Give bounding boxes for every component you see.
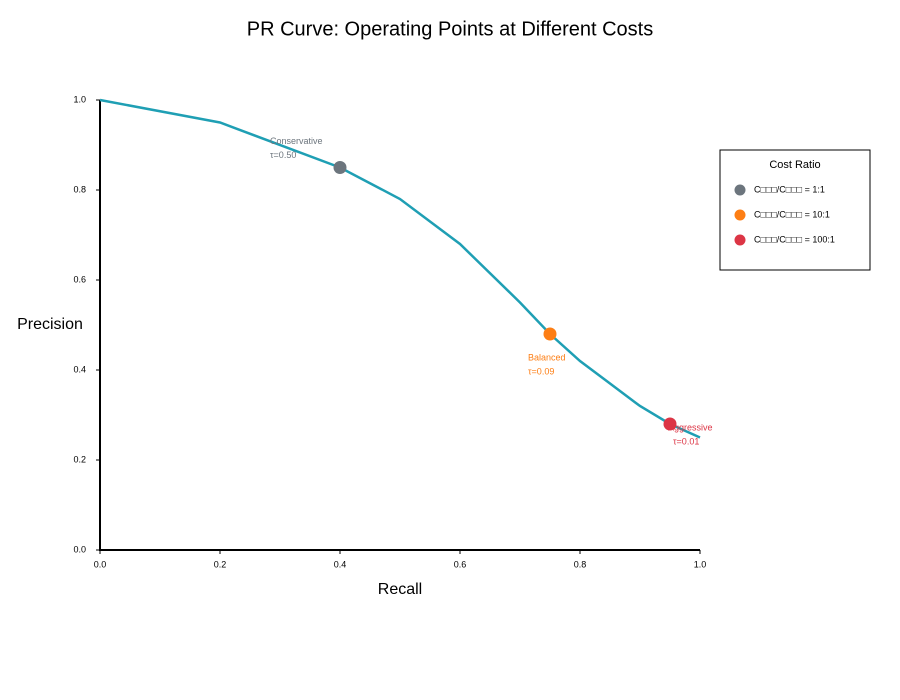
x-tick-label: 1.0 bbox=[694, 559, 707, 569]
operating-point bbox=[333, 161, 347, 174]
y-tick-label: 0.6 bbox=[73, 274, 86, 284]
point-label: Balanced bbox=[528, 352, 566, 362]
point-threshold: τ=0.01 bbox=[673, 436, 699, 446]
legend-label: C□□□/C□□□ = 100:1 bbox=[754, 234, 835, 244]
legend-swatch bbox=[734, 234, 746, 246]
legend-swatch bbox=[734, 184, 746, 196]
x-tick-label: 0.8 bbox=[574, 559, 587, 569]
x-tick-label: 0.4 bbox=[334, 559, 347, 569]
y-tick-label: 0.0 bbox=[73, 544, 86, 554]
y-tick-label: 0.8 bbox=[73, 184, 86, 194]
x-tick-label: 0.0 bbox=[94, 559, 107, 569]
point-threshold: τ=0.50 bbox=[270, 150, 296, 160]
chart-title: PR Curve: Operating Points at Different … bbox=[247, 18, 653, 40]
point-threshold: τ=0.09 bbox=[528, 366, 554, 376]
pr-curve bbox=[99, 98, 701, 439]
y-tick-label: 0.2 bbox=[73, 454, 86, 464]
legend-box bbox=[719, 149, 871, 271]
operating-point bbox=[663, 417, 677, 431]
point-label: Conservative bbox=[270, 136, 323, 146]
y-tick-label: 0.4 bbox=[73, 364, 86, 374]
x-axis-label: Recall bbox=[378, 581, 422, 598]
y-axis-label: Precision bbox=[17, 316, 83, 333]
legend-swatch bbox=[734, 209, 746, 221]
point-label: Aggressive bbox=[668, 422, 713, 432]
legend-label: C□□□/C□□□ = 1:1 bbox=[754, 184, 825, 194]
operating-point bbox=[543, 327, 557, 341]
x-tick-label: 0.6 bbox=[454, 559, 467, 569]
x-tick-label: 0.2 bbox=[214, 559, 227, 569]
legend-title: Cost Ratio bbox=[769, 159, 820, 171]
y-tick-label: 1.0 bbox=[73, 94, 86, 104]
legend-label: C□□□/C□□□ = 10:1 bbox=[754, 209, 830, 219]
